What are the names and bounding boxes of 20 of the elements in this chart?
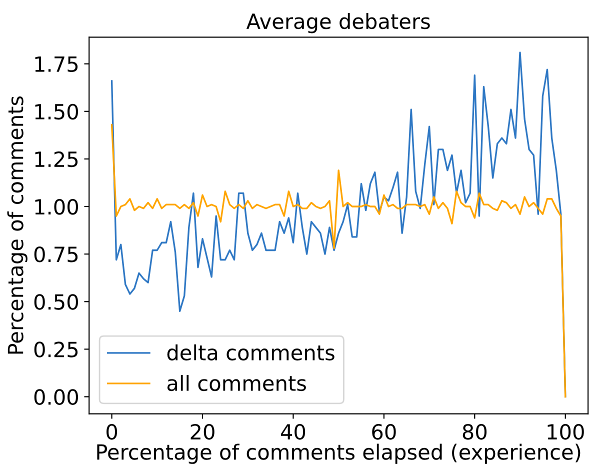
chart-title: Average debaters	[246, 13, 430, 34]
legend-label: delta comments	[167, 344, 334, 360]
x-tick-label: 0	[106, 424, 118, 440]
y-tick-label: 0.25	[34, 342, 78, 358]
y-tick-label: 0.50	[34, 294, 78, 310]
x-tick-label: 80	[462, 424, 487, 440]
y-axis-title: Percentage of comments	[7, 96, 28, 354]
line-series	[110, 124, 566, 398]
y-tick-label: 1.25	[35, 151, 78, 168]
y-tick-label: 1.00	[35, 198, 78, 215]
y-tick-label: 0.00	[34, 389, 78, 405]
legend-label: all comments	[167, 374, 306, 392]
y-tick-label: 1.75	[35, 56, 78, 72]
y-tick-label: 1.50	[35, 104, 78, 120]
x-tick-label: 20	[190, 424, 214, 440]
x-tick-label: 100	[548, 424, 584, 440]
x-tick-label: 40	[280, 424, 306, 440]
x-axis-title: Percentage of comments elapsed (experience)	[97, 444, 580, 464]
y-tick-label: 0.75	[34, 246, 78, 262]
x-tick-label: 60	[372, 424, 396, 440]
